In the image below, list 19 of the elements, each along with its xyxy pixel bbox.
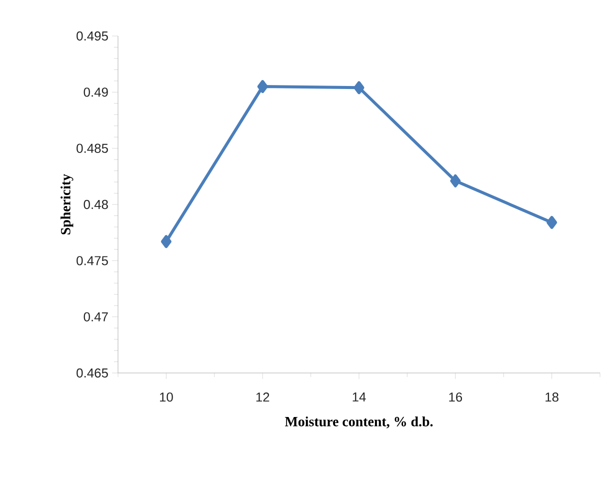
- y-tick-label: 0.47: [84, 312, 108, 322]
- x-tick-label: 18: [546, 392, 558, 402]
- x-tick-label: 16: [449, 392, 462, 402]
- point: [546, 216, 558, 229]
- point: [160, 235, 172, 248]
- x-tick-label: 14: [352, 392, 366, 402]
- y-tick-label: 0.48: [84, 200, 108, 210]
- y-tick-label: 0.49: [84, 88, 108, 97]
- point: [354, 81, 364, 94]
- x-tick-label: 12: [256, 392, 270, 402]
- y-tick-label: 0.485: [76, 144, 108, 153]
- point: [450, 174, 461, 188]
- point: [257, 80, 268, 94]
- y-tick-label: 0.465: [76, 368, 108, 378]
- y-axis-title: Sphericity: [60, 174, 74, 234]
- x-tick-label: 10: [160, 392, 173, 402]
- x-axis-title: Moisture content, % d.b.: [284, 416, 433, 428]
- y-tick-label: 0.475: [76, 256, 108, 266]
- y-tick-label: 0.495: [76, 31, 108, 41]
